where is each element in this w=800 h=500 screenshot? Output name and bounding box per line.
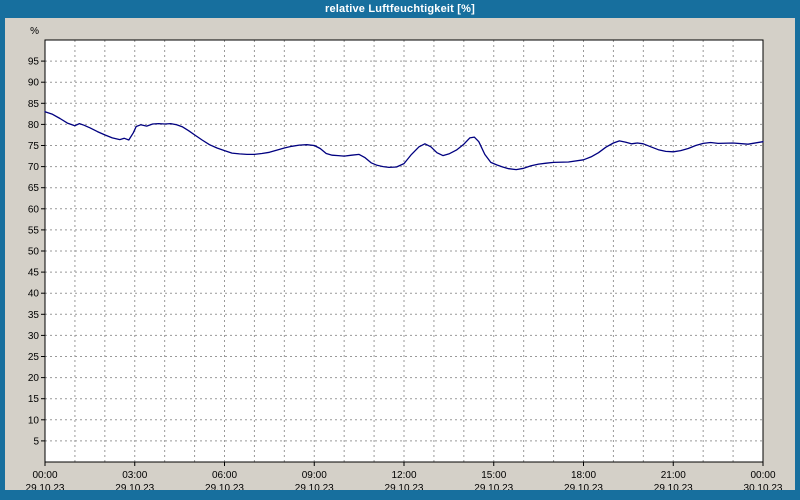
- y-tick-label: 5: [33, 436, 39, 447]
- y-axis-unit-label: %: [30, 26, 39, 37]
- x-tick-date-label: 29.10.23: [295, 483, 334, 490]
- chart-content-frame: 5 10 15 20 25 30 35 40 45 50 55 60 65 70 75 80 85 90 95% 00…: [0, 18, 800, 500]
- x-tick-time-label: 06:00: [212, 470, 237, 481]
- humidity-line-chart: 5 10 15 20 25 30 35 40 45 50 55 60 65 70 75 80 85 90 95% 00…: [26, 26, 783, 490]
- x-tick-time-label: 00:00: [750, 470, 775, 481]
- humidity-series-line: [44, 111, 764, 171]
- y-tick-label: 95: [28, 57, 40, 68]
- x-tick-date-label: 29.10.23: [205, 483, 244, 490]
- x-tick-time-label: 00:00: [32, 470, 57, 481]
- x-tick-time-label: 21:00: [661, 470, 686, 481]
- y-tick-label: 55: [28, 225, 40, 236]
- y-tick-label: 30: [28, 331, 40, 342]
- y-tick-label: 45: [28, 268, 40, 279]
- y-tick-label: 20: [28, 373, 40, 384]
- x-tick-date-label: 30.10.23: [744, 483, 783, 490]
- x-tick-time-label: 03:00: [122, 470, 147, 481]
- y-tick-label: 50: [28, 247, 40, 258]
- y-tick-label: 65: [28, 183, 40, 194]
- y-tick-label: 80: [28, 120, 40, 131]
- x-tick-time-label: 18:00: [571, 470, 596, 481]
- y-tick-label: 15: [28, 394, 40, 405]
- y-tick-label: 25: [28, 352, 40, 363]
- y-tick-label: 90: [28, 78, 40, 89]
- chart-title-bar: relative Luftfeuchtigkeit [%]: [0, 0, 800, 18]
- y-tick-label: 60: [28, 204, 40, 215]
- y-tick-label: 75: [28, 141, 40, 152]
- y-tick-label: 40: [28, 289, 40, 300]
- x-tick-time-label: 15:00: [481, 470, 506, 481]
- x-tick-time-label: 09:00: [302, 470, 327, 481]
- chart-title: relative Luftfeuchtigkeit [%]: [324, 3, 476, 15]
- x-tick-date-label: 29.10.23: [385, 483, 424, 490]
- x-tick-date-label: 29.10.23: [474, 483, 513, 490]
- x-tick-time-label: 12:00: [391, 470, 416, 481]
- y-tick-label: 10: [28, 415, 40, 426]
- y-tick-label: 85: [28, 99, 40, 110]
- x-tick-date-label: 29.10.23: [115, 483, 154, 490]
- y-tick-label: 35: [28, 310, 40, 321]
- x-tick-date-label: 29.10.23: [564, 483, 603, 490]
- y-tick-label: 70: [28, 162, 40, 173]
- x-tick-date-label: 29.10.23: [26, 483, 65, 490]
- x-tick-date-label: 29.10.23: [654, 483, 693, 490]
